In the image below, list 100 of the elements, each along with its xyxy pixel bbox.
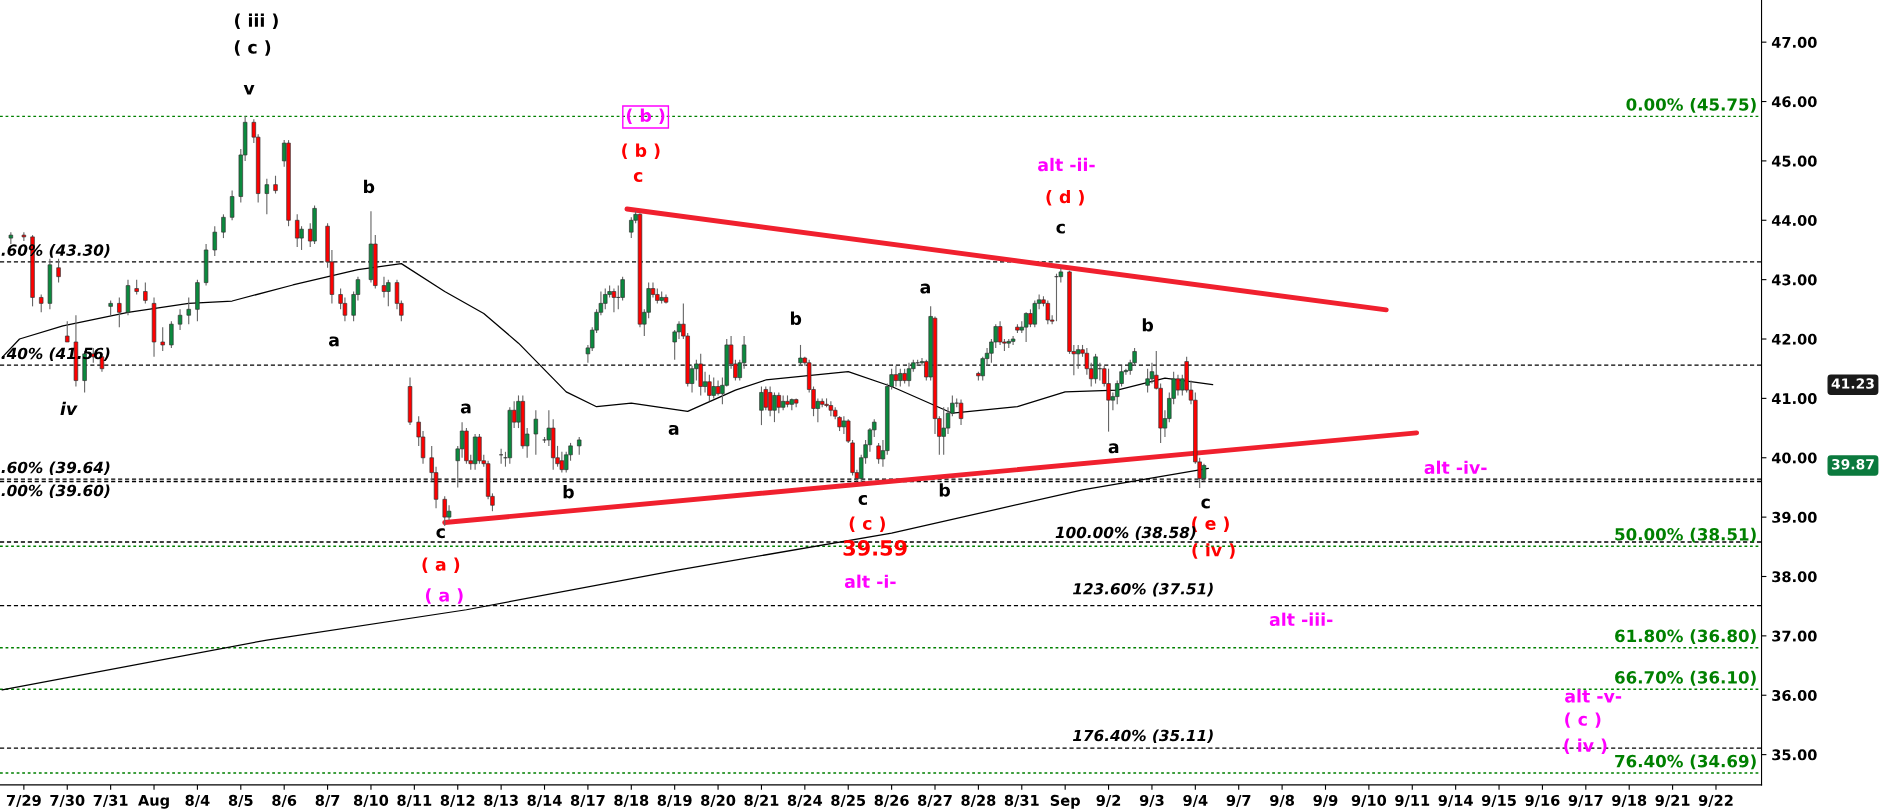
x-tick-label: 8/27 bbox=[918, 794, 952, 808]
x-tick-label: 9/21 bbox=[1655, 794, 1690, 808]
candlestick bbox=[381, 276, 387, 299]
ref-line-label: 0.00% (45.75) bbox=[1626, 97, 1756, 113]
x-tick-label: 9/14 bbox=[1438, 794, 1473, 808]
annotation: b bbox=[790, 311, 802, 326]
annotation: c bbox=[858, 494, 867, 505]
x-tick-label: 9/10 bbox=[1351, 794, 1387, 808]
candlestick bbox=[264, 178, 270, 215]
y-tick-label: 35.00 bbox=[1772, 749, 1817, 761]
candlestick bbox=[169, 320, 174, 349]
annotation: 176.40% (35.11) bbox=[1072, 729, 1213, 744]
x-tick-label: 9/11 bbox=[1395, 794, 1430, 808]
annotation: alt -ii- bbox=[1038, 157, 1095, 172]
y-tick-label: 36.00 bbox=[1772, 689, 1817, 701]
x-tick-label: 8/14 bbox=[527, 794, 562, 808]
x-tick-label: 8/11 bbox=[397, 794, 432, 808]
candlestick bbox=[1084, 347, 1090, 376]
annotation: ( iv ) bbox=[1564, 738, 1607, 754]
annotation: 123.60% (37.51) bbox=[1072, 582, 1213, 597]
annotation: b bbox=[1142, 318, 1154, 332]
x-tick-label: 9/16 bbox=[1525, 794, 1560, 808]
x-tick-label: 9/4 bbox=[1183, 794, 1208, 808]
annotation: a bbox=[460, 403, 471, 414]
candlestick bbox=[143, 282, 148, 304]
x-tick-label: Aug bbox=[138, 794, 169, 809]
annotation: ( b ) bbox=[626, 108, 665, 125]
x-tick-label: 9/15 bbox=[1481, 794, 1516, 808]
y-tick-label: 39.00 bbox=[1772, 511, 1817, 523]
candlestick bbox=[221, 213, 226, 239]
candlestick bbox=[56, 258, 61, 284]
candlestick bbox=[698, 353, 703, 396]
x-tick-label: Sep bbox=[1050, 794, 1080, 809]
candlestick bbox=[1093, 353, 1098, 385]
candlestick bbox=[229, 190, 235, 221]
y-tick-label: 47.00 bbox=[1771, 36, 1817, 48]
candlestick bbox=[1010, 335, 1016, 346]
x-tick-label: 8/26 bbox=[874, 794, 909, 808]
annotation: ( a ) bbox=[422, 557, 460, 573]
x-tick-label: 8/6 bbox=[272, 794, 297, 808]
candlestick bbox=[533, 409, 539, 456]
x-tick-label: 8/5 bbox=[228, 794, 253, 808]
annotation: iv bbox=[60, 401, 78, 416]
candlestick bbox=[798, 344, 803, 367]
candlestick bbox=[160, 326, 165, 352]
y-tick-label: 43.00 bbox=[1771, 274, 1817, 286]
x-tick-label: 9/18 bbox=[1612, 794, 1647, 808]
annotation: b bbox=[563, 484, 574, 499]
x-tick-label: 9/3 bbox=[1139, 794, 1164, 808]
x-tick-label: 8/13 bbox=[484, 794, 518, 808]
y-tick-label: 45.00 bbox=[1771, 155, 1817, 167]
candlestick bbox=[117, 296, 122, 328]
annotation: alt -i- bbox=[844, 574, 896, 589]
candlestick bbox=[459, 421, 465, 459]
y-tick-label: 44.00 bbox=[1771, 214, 1817, 227]
y-tick-label: 42.00 bbox=[1771, 333, 1817, 345]
x-tick-label: 9/22 bbox=[1698, 794, 1733, 808]
candlestick bbox=[759, 385, 764, 426]
candlestick bbox=[828, 400, 834, 417]
annotation: b bbox=[364, 179, 375, 194]
x-tick-label: 8/4 bbox=[185, 794, 210, 808]
x-tick-label: 7/29 bbox=[6, 794, 41, 808]
x-tick-label: 8/12 bbox=[440, 794, 475, 808]
annotation: ( d ) bbox=[1046, 189, 1084, 206]
candlestick bbox=[711, 377, 716, 399]
candlestick bbox=[1175, 374, 1181, 396]
x-tick-label: 8/17 bbox=[570, 794, 605, 808]
candlestick bbox=[772, 391, 777, 423]
y-tick-label: 37.00 bbox=[1772, 630, 1817, 642]
x-tick-label: 8/28 bbox=[961, 794, 996, 808]
ref-line-label: .00% (39.60) bbox=[1, 484, 110, 499]
annotation: c bbox=[1201, 498, 1210, 509]
x-tick-label: 8/18 bbox=[614, 794, 649, 808]
candlestick bbox=[1075, 344, 1081, 370]
x-tick-label: 9/2 bbox=[1096, 794, 1121, 808]
x-tick-label: 8/25 bbox=[831, 794, 866, 808]
annotation: b bbox=[939, 483, 950, 497]
y-tick-label: 46.00 bbox=[1771, 96, 1817, 108]
candlestick bbox=[295, 213, 300, 248]
candlestick bbox=[780, 394, 786, 411]
annotation: alt -v- bbox=[1565, 689, 1622, 703]
x-tick-label: 8/10 bbox=[353, 794, 389, 808]
x-tick-label: 9/17 bbox=[1568, 794, 1603, 808]
y-tick-label: 40.00 bbox=[1771, 452, 1817, 464]
candlestick bbox=[876, 442, 881, 465]
x-tick-label: 8/7 bbox=[315, 794, 340, 808]
x-tick-label: 8/24 bbox=[787, 794, 823, 808]
annotation: a bbox=[328, 336, 339, 347]
ref-line-label: 61.80% (36.80) bbox=[1615, 629, 1756, 645]
annotation: c bbox=[633, 172, 643, 182]
x-tick-label: 9/7 bbox=[1226, 794, 1251, 808]
text: 39.87 bbox=[1831, 459, 1874, 470]
annotation: ( c ) bbox=[234, 40, 271, 56]
annotation: ( b ) bbox=[622, 143, 660, 160]
x-tick-label: 7/31 bbox=[93, 794, 128, 808]
annotation: alt -iii- bbox=[1269, 612, 1333, 627]
candlestick bbox=[21, 231, 27, 242]
annotation: alt -iv- bbox=[1424, 460, 1487, 475]
x-tick-label: 8/20 bbox=[701, 794, 736, 808]
annotation: v bbox=[243, 84, 255, 95]
